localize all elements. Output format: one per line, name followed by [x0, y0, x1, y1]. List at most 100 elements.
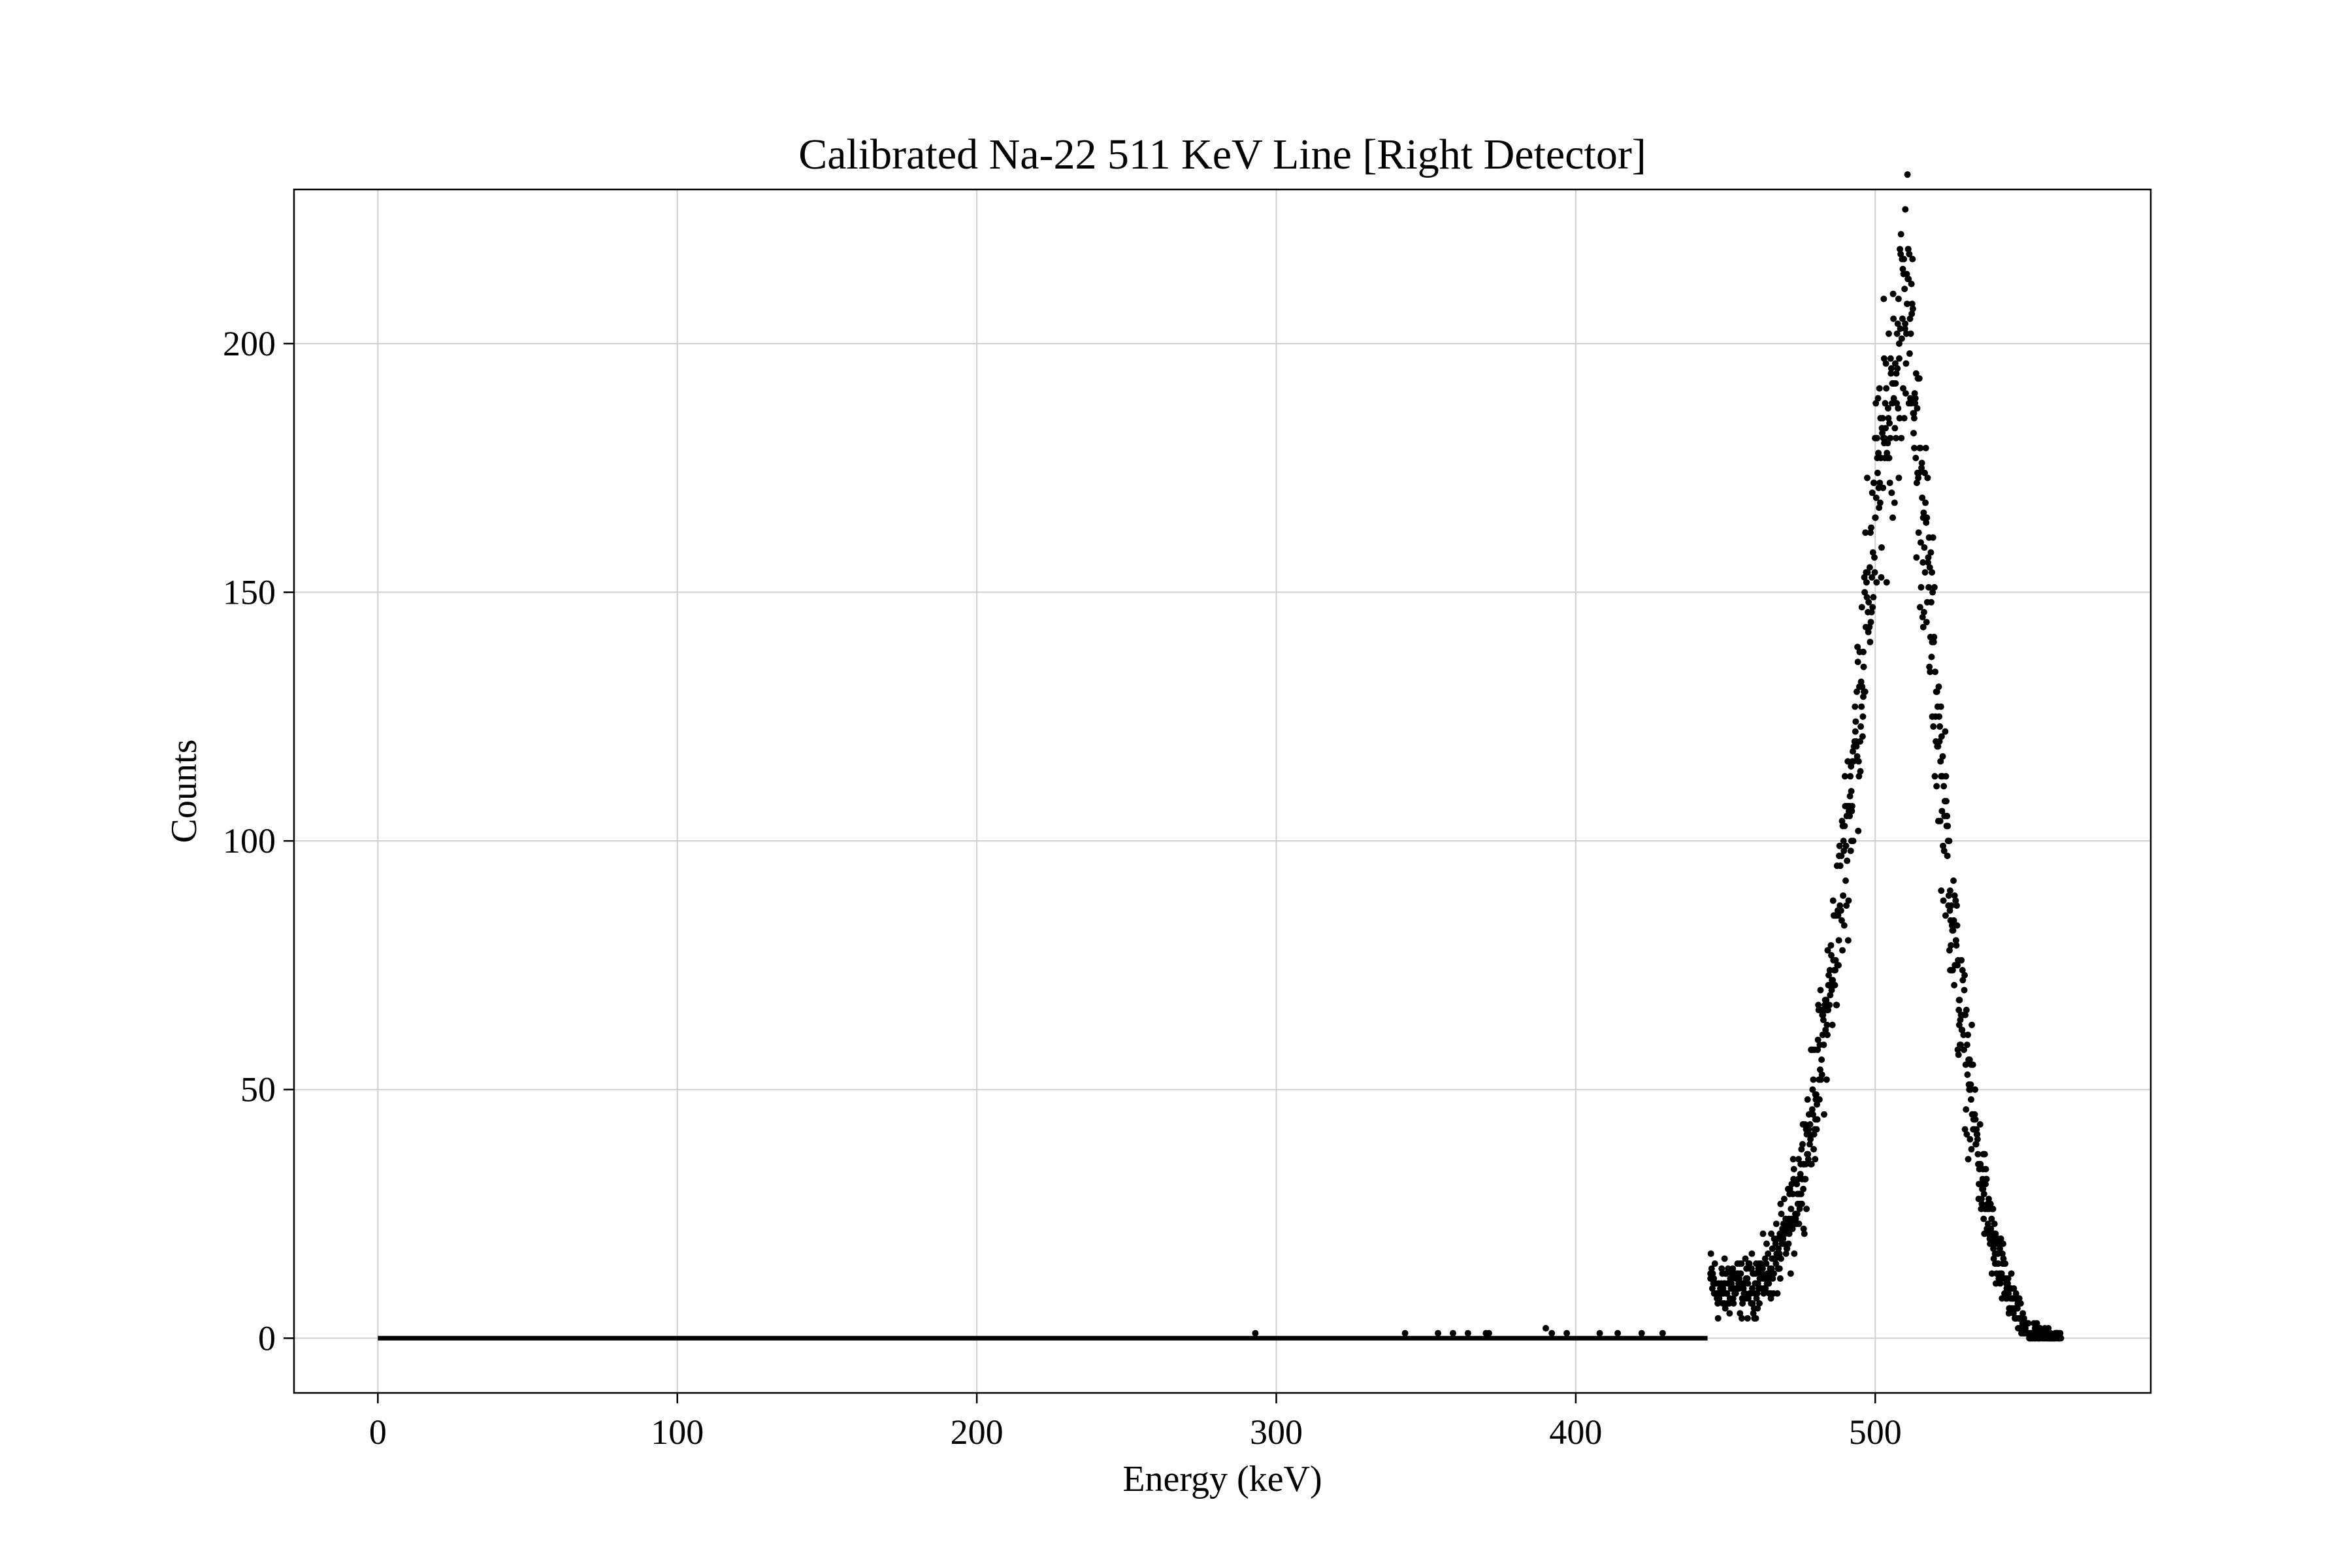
data-point — [1911, 390, 1918, 397]
data-point — [1942, 773, 1950, 780]
data-point — [1936, 738, 1943, 745]
data-point — [1801, 1120, 1808, 1128]
data-point — [1807, 1135, 1814, 1143]
data-point — [1938, 773, 1945, 780]
data-point — [1809, 1086, 1816, 1093]
data-point — [1823, 1076, 1830, 1083]
data-point — [1714, 1299, 1722, 1307]
data-point — [1928, 653, 1935, 661]
data-point — [1728, 1280, 1735, 1287]
data-point — [1857, 723, 1865, 730]
data-point — [1806, 1120, 1814, 1128]
data-point — [1962, 1061, 1969, 1068]
data-point — [1865, 629, 1872, 636]
data-point — [1996, 1245, 2003, 1252]
data-point — [1887, 365, 1895, 372]
data-points — [378, 171, 2065, 1342]
data-point — [1835, 912, 1842, 919]
data-point — [1759, 1265, 1766, 1272]
data-point — [1823, 996, 1830, 1004]
data-point — [1955, 1006, 1963, 1013]
data-point — [1763, 1240, 1770, 1247]
data-point — [1869, 489, 1876, 497]
data-point — [1738, 1260, 1745, 1267]
data-point — [1944, 823, 1952, 830]
data-point — [1991, 1220, 1998, 1228]
y-tick-label: 200 — [223, 324, 276, 363]
data-point — [1971, 1111, 1978, 1118]
data-point — [1805, 1126, 1812, 1133]
data-point — [2045, 1325, 2052, 1332]
data-point — [1860, 663, 1867, 670]
data-point — [1890, 315, 1897, 322]
data-point — [1924, 474, 1931, 482]
data-point — [1944, 852, 1951, 859]
data-point — [1836, 842, 1843, 849]
data-point — [1726, 1310, 1733, 1317]
data-point — [1886, 419, 1893, 427]
data-point — [1464, 1330, 1471, 1337]
data-point — [1827, 941, 1835, 949]
data-point — [1864, 569, 1871, 576]
data-point — [1908, 310, 1916, 318]
data-point — [1829, 1021, 1836, 1028]
data-point — [1859, 648, 1867, 655]
data-point — [1869, 549, 1876, 556]
data-point — [1968, 1146, 1975, 1153]
data-point — [1955, 1021, 1963, 1028]
data-point — [1843, 902, 1850, 909]
data-point — [1857, 768, 1864, 775]
data-point — [1744, 1275, 1751, 1282]
data-point — [1872, 400, 1880, 407]
data-point — [1797, 1171, 1804, 1178]
data-point — [1813, 1126, 1820, 1133]
data-point — [1874, 395, 1882, 402]
x-axis-label: Energy (keV) — [1122, 1459, 1322, 1499]
data-point — [1942, 728, 1949, 735]
data-point — [1906, 250, 1913, 257]
data-point — [1990, 1255, 1997, 1262]
data-point — [1861, 574, 1868, 581]
data-point — [1876, 385, 1883, 392]
data-point — [1824, 947, 1831, 954]
data-point — [1965, 1156, 1972, 1163]
data-point — [1788, 1205, 1795, 1213]
data-point — [1978, 1196, 1985, 1203]
data-point — [1919, 613, 1926, 621]
data-point — [1859, 683, 1866, 691]
data-point — [1900, 385, 1907, 392]
data-point — [1867, 638, 1874, 645]
data-point — [1888, 489, 1895, 497]
data-point — [1716, 1290, 1723, 1297]
data-point — [1987, 1200, 1994, 1207]
data-point — [1910, 410, 1918, 417]
data-point — [1922, 499, 1929, 506]
data-point — [1831, 981, 1838, 988]
data-point — [1897, 231, 1904, 238]
data-point — [1999, 1250, 2006, 1257]
data-point — [1763, 1260, 1770, 1267]
data-point — [1963, 1131, 1970, 1138]
data-point — [1847, 773, 1854, 780]
data-point — [1435, 1330, 1442, 1337]
data-point — [1885, 415, 1892, 422]
data-point — [1894, 320, 1901, 327]
data-point — [1886, 455, 1893, 462]
data-point — [1840, 892, 1847, 899]
data-point — [1837, 902, 1844, 909]
data-point — [1835, 937, 1842, 944]
data-point — [1818, 1071, 1825, 1078]
data-point — [1832, 956, 1839, 964]
data-point — [1923, 619, 1930, 626]
data-point — [1887, 370, 1895, 377]
data-point — [1859, 713, 1867, 720]
data-point — [1822, 1026, 1829, 1034]
data-point — [1813, 1101, 1820, 1108]
data-point — [1809, 1111, 1816, 1118]
data-point — [1901, 325, 1908, 333]
data-point — [1776, 1250, 1783, 1257]
data-point — [1919, 623, 1927, 630]
data-point — [1882, 360, 1889, 367]
data-point — [1938, 808, 1946, 815]
data-point — [1958, 956, 1965, 964]
